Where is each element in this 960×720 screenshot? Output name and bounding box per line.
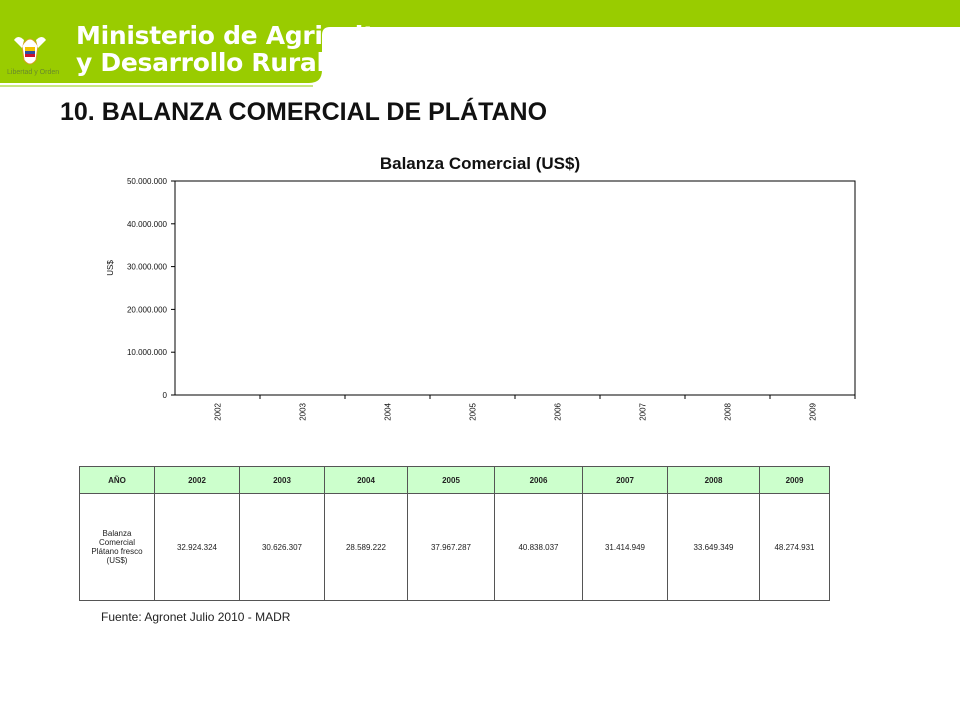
page-title: 10. BALANZA COMERCIAL DE PLÁTANO [60, 98, 548, 126]
table-cell: 28.589.222 [324, 493, 408, 601]
table-cell: 48.274.931 [759, 493, 830, 601]
x-tick-label: 2008 [724, 402, 733, 420]
y-tick-label: 40.000.000 [127, 220, 168, 229]
x-tick-label: 2005 [469, 402, 478, 420]
x-tick-label: 2002 [214, 402, 223, 420]
table-header-year: 2006 [494, 466, 583, 494]
table-cell: 31.414.949 [582, 493, 668, 601]
y-tick-label: 0 [163, 391, 168, 400]
coat-of-arms-icon [14, 37, 46, 65]
y-axis-label: US$ [106, 260, 115, 276]
motto: Libertad y Orden [7, 69, 60, 76]
row-label-line: Comercial [98, 538, 135, 547]
table-cell: 40.838.037 [494, 493, 583, 601]
table-cell: 33.649.349 [667, 493, 760, 601]
y-tick-label: 50.000.000 [127, 177, 168, 186]
source-note: Fuente: Agronet Julio 2010 - MADR [101, 610, 291, 624]
header-banner [0, 0, 960, 90]
table-header-year: 2004 [324, 466, 408, 494]
table-header-year: 2003 [239, 466, 325, 494]
table-row-label: Balanza Comercial Plátano fresco (US$) [79, 493, 155, 601]
table-cell: 30.626.307 [239, 493, 325, 601]
table-header-year: 2007 [582, 466, 668, 494]
row-label-line: Balanza [102, 529, 132, 538]
x-tick-label: 2004 [384, 402, 393, 420]
data-table: AÑO 2002 2003 2004 2005 2006 2007 2008 2… [79, 466, 830, 601]
ministry-name: Ministerio de Agricultura y Desarrollo R… [76, 22, 421, 76]
table-header-year: 2009 [759, 466, 830, 494]
x-tick-label: 2003 [299, 402, 308, 420]
table-header-year: 2005 [407, 466, 495, 494]
banner-green-shape [0, 0, 960, 83]
table-row: Balanza Comercial Plátano fresco (US$) 3… [79, 493, 830, 601]
x-tick-label: 2007 [639, 402, 648, 420]
chart-axes [171, 180, 856, 399]
row-label-line: Plátano fresco [91, 547, 143, 556]
ministry-line-2: y Desarrollo Rural [76, 48, 325, 77]
chart-title: Balanza Comercial (US$) [380, 154, 580, 173]
x-tick-label: 2009 [809, 402, 818, 420]
table-header-row: AÑO 2002 2003 2004 2005 2006 2007 2008 2… [79, 466, 830, 494]
y-tick-label: 30.000.000 [127, 263, 168, 272]
row-label-line: (US$) [106, 556, 128, 565]
ministry-line-1: Ministerio de Agricultura [76, 21, 421, 50]
chart-tick-labels: 0 10.000.000 20.000.000 30.000.000 40.000.00… [127, 177, 818, 421]
bar-chart: Balanza Comercial (US$) US$ 0 10.000.000 2… [106, 154, 856, 421]
table-header-year: 2002 [154, 466, 240, 494]
table-cell: 37.967.287 [407, 493, 495, 601]
y-tick-label: 10.000.000 [127, 348, 168, 357]
y-tick-label: 20.000.000 [127, 305, 168, 314]
table-header-year: 2008 [667, 466, 760, 494]
x-tick-label: 2006 [554, 402, 563, 420]
plot-frame [174, 180, 856, 396]
table-cell: 32.924.324 [154, 493, 240, 601]
table-header-label: AÑO [79, 466, 155, 494]
